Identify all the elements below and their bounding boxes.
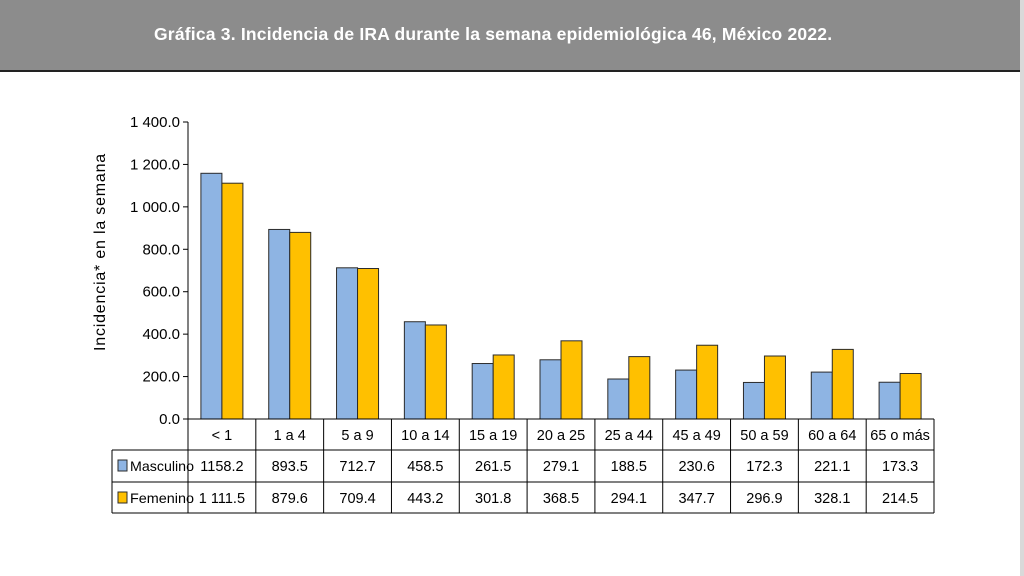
x-tick-label: 20 a 25 (537, 428, 585, 444)
data-label: 328.1 (814, 491, 850, 507)
bar-femenino (424, 324, 447, 420)
x-tick-label: 60 a 64 (808, 428, 856, 444)
right-edge-divider (1020, 0, 1024, 576)
data-label: 261.5 (475, 459, 511, 475)
bar-femenino (560, 340, 583, 420)
y-tick-label: 600.0 (142, 284, 180, 301)
x-tick-label: < 1 (212, 428, 233, 444)
x-tick-label: 45 a 49 (672, 428, 720, 444)
bar-femenino (221, 182, 244, 420)
x-tick-label: 15 a 19 (469, 428, 517, 444)
data-label: 188.5 (611, 459, 647, 475)
y-tick-label: 1 400.0 (130, 114, 180, 131)
bar-femenino (628, 356, 651, 420)
y-tick-label: 200.0 (142, 369, 180, 386)
bar-masculino (200, 172, 223, 420)
bar-masculino (810, 371, 833, 420)
y-tick-label: 1 200.0 (130, 156, 180, 173)
legend-swatch-femenino (117, 491, 128, 504)
title-bar: Gráfica 3. Incidencia de IRA durante la … (0, 0, 1022, 72)
data-label: 294.1 (611, 491, 647, 507)
legend-swatch-masculino (117, 459, 128, 472)
data-label: 879.6 (272, 491, 308, 507)
data-label: 712.7 (339, 459, 375, 475)
data-label: 173.3 (882, 459, 918, 475)
bar-masculino (403, 321, 426, 420)
data-label: 709.4 (339, 491, 375, 507)
chart-title: Gráfica 3. Incidencia de IRA durante la … (154, 24, 833, 44)
y-axis-label: Incidencia* en la semana (92, 153, 109, 351)
legend-label-femenino: Femenino (130, 490, 194, 506)
data-label: 893.5 (272, 459, 308, 475)
bar-masculino (471, 363, 494, 420)
y-tick-label: 1 000.0 (130, 199, 180, 216)
data-label: 214.5 (882, 491, 918, 507)
data-label: 230.6 (678, 459, 714, 475)
bar-masculino (268, 228, 291, 420)
y-tick-label: 800.0 (142, 241, 180, 258)
x-tick-label: 50 a 59 (740, 428, 788, 444)
bar-femenino (289, 231, 312, 420)
y-tick-label: 0.0 (159, 411, 180, 428)
x-tick-label: 25 a 44 (605, 428, 653, 444)
x-tick-label: 5 a 9 (341, 428, 373, 444)
bar-masculino (607, 378, 630, 420)
bar-femenino (696, 344, 719, 420)
bar-masculino (336, 267, 359, 420)
bar-masculino (539, 359, 562, 420)
bar-femenino (492, 354, 515, 420)
data-label: 279.1 (543, 459, 579, 475)
bar-femenino (831, 348, 854, 420)
legend-label-masculino: Masculino (130, 458, 194, 474)
data-label: 1158.2 (200, 459, 243, 475)
bar-masculino (742, 381, 765, 420)
data-label: 458.5 (407, 459, 443, 475)
x-tick-label: 10 a 14 (401, 428, 449, 444)
data-label: 221.1 (814, 459, 850, 475)
y-tick-label: 400.0 (142, 326, 180, 343)
x-tick-label: 65 o más (870, 428, 930, 444)
bar-masculino (675, 369, 698, 420)
x-tick-label: 1 a 4 (274, 428, 306, 444)
data-label: 368.5 (543, 491, 579, 507)
bar-masculino (878, 381, 901, 420)
data-label: 301.8 (475, 491, 511, 507)
bar-femenino (899, 372, 922, 420)
data-label: 1 111.5 (199, 491, 245, 507)
data-label: 296.9 (746, 491, 782, 507)
data-label: 347.7 (678, 491, 714, 507)
data-label: 443.2 (407, 491, 443, 507)
bar-femenino (763, 355, 786, 420)
data-label: 172.3 (746, 459, 782, 475)
bar-femenino (357, 268, 380, 420)
